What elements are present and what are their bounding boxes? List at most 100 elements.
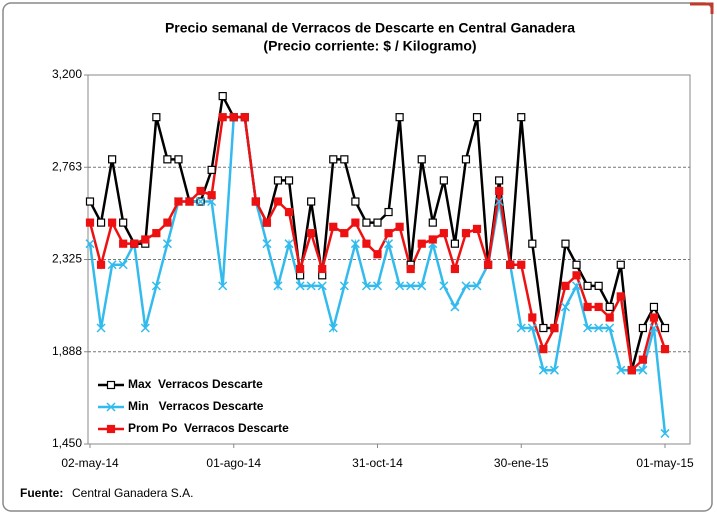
marker [262,218,272,227]
marker [317,281,327,291]
y-tick-label: 3,200 [52,67,82,81]
marker [240,113,249,122]
marker [107,260,117,270]
marker [273,281,283,291]
marker [472,281,482,291]
marker [362,218,371,227]
marker [450,239,460,248]
marker [328,323,338,333]
marker [638,355,647,364]
marker [439,176,448,185]
marker [251,197,260,206]
marker [660,323,670,333]
marker [306,281,316,291]
marker [119,239,128,248]
marker [218,113,227,122]
marker [351,218,360,227]
marker [506,260,515,269]
marker [461,229,471,238]
marker [527,323,537,333]
x-tick-label: 01-ago-14 [206,456,261,470]
x-tick-label: 31-oct-14 [352,456,403,470]
marker [406,281,416,291]
marker [96,323,106,333]
marker [85,197,95,206]
marker [472,224,482,234]
marker [295,281,305,291]
source-label: Fuente: [20,486,63,500]
marker [406,264,415,274]
marker [660,345,670,354]
marker [528,313,537,322]
marker [130,239,139,248]
marker [417,239,426,248]
marker [307,229,316,238]
marker [649,302,659,312]
marker [395,281,405,291]
marker [428,218,437,227]
marker [638,323,647,333]
legend-marker [106,380,116,390]
y-tick-label: 1,450 [52,436,82,450]
marker [284,207,294,217]
marker [295,264,305,274]
marker [549,365,559,375]
marker [572,281,582,291]
marker [572,271,581,280]
marker [262,239,272,249]
x-tick-label: 30-ene-15 [494,456,549,470]
marker [583,281,592,290]
marker [218,281,228,291]
marker [340,229,349,238]
marker [273,176,283,185]
marker [616,365,626,375]
marker [627,366,636,375]
corner-decoration [690,2,714,14]
marker [483,260,493,269]
legend-label: Prom Po Verracos Descarte [128,421,289,435]
marker [340,155,349,164]
marker [583,323,593,333]
marker [207,191,216,200]
marker [384,229,393,238]
marker [174,197,183,206]
marker [428,235,437,244]
marker [307,197,316,206]
marker [284,176,294,185]
y-tick-label: 1,888 [52,344,82,358]
marker [594,302,603,312]
marker [96,260,106,269]
marker [96,218,106,227]
marker [362,239,371,248]
marker [395,222,404,231]
marker [318,264,327,274]
marker [461,281,471,291]
marker [605,313,614,322]
marker [162,239,172,249]
marker [384,207,393,217]
marker [517,113,526,122]
marker [439,229,448,238]
marker [450,264,460,274]
marker [539,323,548,333]
marker [163,155,172,164]
marker [572,260,581,269]
marker [284,239,294,249]
marker [108,155,117,164]
legend-label: Max Verracos Descarte [128,377,263,391]
source: Central Ganadera S.A. [72,486,193,500]
marker [339,281,349,291]
marker [141,235,150,244]
chart-subtitle: (Precio corriente: $ / Kilogramo) [263,38,476,54]
marker [605,302,614,312]
x-tick-label: 01-may-15 [636,456,694,470]
marker [196,186,205,196]
marker [561,239,570,248]
marker [273,197,283,206]
y-tick-label: 2,325 [52,252,82,266]
marker [372,281,383,291]
marker [196,196,206,207]
marker [494,196,504,207]
marker [605,323,615,333]
